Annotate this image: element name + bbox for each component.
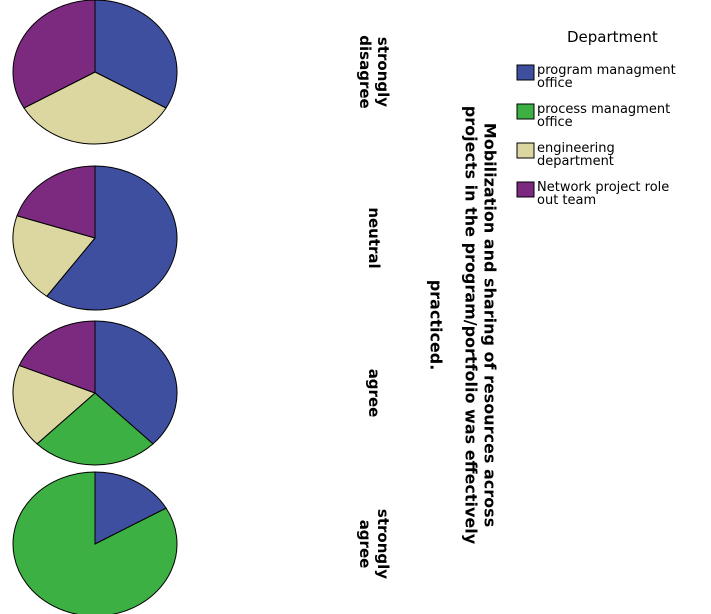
category-label: agree (356, 520, 374, 569)
pie-slice (94, 471, 167, 545)
category-labels: stronglydisagreeneutralagreestronglyagre… (356, 35, 392, 579)
legend: Department program managmentofficeproces… (516, 28, 676, 208)
legend-label: out team (537, 193, 596, 208)
pie-slice (94, 0, 178, 109)
category-label: agree (365, 369, 383, 418)
pie-slice (36, 392, 154, 466)
legend-label: office (537, 76, 573, 91)
chart-title: Mobilization and sharing of resources ac… (427, 106, 500, 545)
pie-1 (12, 0, 178, 145)
pie-slice (12, 471, 178, 614)
pie-slice (16, 165, 96, 239)
legend-swatch (516, 181, 535, 198)
pie-slice (23, 71, 167, 145)
pie-chart-panel (12, 0, 178, 614)
pie-2 (12, 165, 178, 311)
pie-3 (12, 320, 178, 466)
legend-label: department (537, 154, 614, 169)
pie-slice (94, 320, 178, 445)
chart-title-line: projects in the program/portfolio was ef… (462, 106, 481, 545)
pie-slice (12, 364, 96, 445)
legend-swatch (516, 64, 535, 81)
pie-slice (12, 0, 96, 109)
category-label: neutral (365, 207, 383, 268)
legend-label: office (537, 115, 573, 130)
chart-title-line: Mobilization and sharing of resources ac… (481, 123, 500, 527)
legend-label: Network project role (537, 180, 669, 195)
chart-title-line: practiced. (427, 280, 446, 371)
legend-title: Department (567, 28, 658, 46)
pie-slice (46, 165, 178, 311)
pie-slice (12, 215, 96, 297)
pie-4 (12, 471, 178, 614)
pie-slice (18, 320, 96, 394)
legend-label: process managment (537, 102, 670, 117)
legend-swatch (516, 142, 535, 159)
legend-label: program managment (537, 63, 676, 78)
category-label: strongly (374, 509, 392, 579)
legend-swatch (516, 103, 535, 120)
legend-label: engineering (537, 141, 615, 156)
category-label: disagree (356, 35, 374, 108)
category-label: strongly (374, 37, 392, 107)
